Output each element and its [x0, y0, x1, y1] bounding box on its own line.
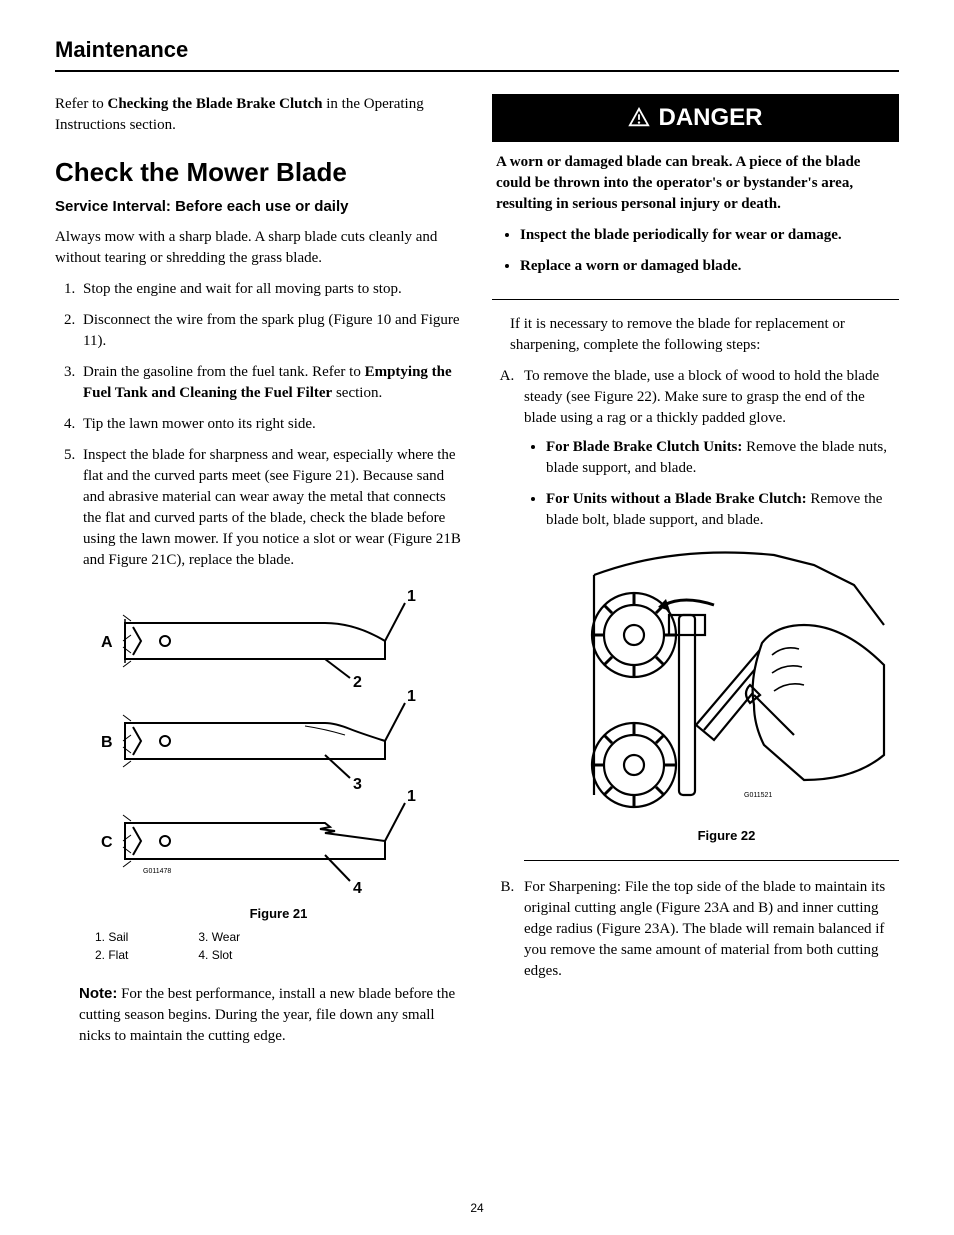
figure-22-svg: G011521 [554, 545, 894, 825]
fig21-label-1a: 1 [407, 588, 416, 605]
step-4: Tip the lawn mower onto its right side. [79, 414, 462, 435]
step-3-post: section. [332, 385, 382, 401]
legend-2: 2. Flat [95, 947, 128, 964]
legend-4: 4. Slot [198, 947, 240, 964]
fig21-label-3: 3 [353, 776, 362, 793]
fig21-label-b: B [101, 734, 113, 751]
note-block: Note: For the best performance, install … [79, 983, 462, 1047]
step-a-sub-2-bold: For Units without a Blade Brake Clutch: [546, 491, 807, 507]
step-1: Stop the engine and wait for all moving … [79, 279, 462, 300]
step-a-text: To remove the blade, use a block of wood… [524, 368, 879, 426]
step-3-pre: Drain the gasoline from the fuel tank. R… [83, 364, 365, 380]
figure-21-caption: Figure 21 [95, 905, 462, 923]
step-a-sublist: For Blade Brake Clutch Units: Remove the… [524, 437, 899, 531]
fig21-label-1b: 1 [407, 688, 416, 705]
page-number: 24 [0, 1200, 954, 1217]
figure-22-caption: Figure 22 [554, 827, 899, 845]
legend-1: 1. Sail [95, 929, 128, 946]
note-text: For the best performance, install a new … [79, 986, 455, 1044]
danger-bullet-1: Inspect the blade periodically for wear … [520, 225, 899, 246]
left-column: Refer to Checking the Blade Brake Clutch… [55, 94, 462, 1047]
legend-3: 3. Wear [198, 929, 240, 946]
figure-21-legend: 1. Sail 2. Flat 3. Wear 4. Slot [95, 929, 462, 965]
fig21-gcode: G011478 [143, 868, 171, 875]
intro-bold: Checking the Blade Brake Clutch [107, 96, 322, 112]
right-column: DANGER A worn or damaged blade can break… [492, 94, 899, 1047]
intro-paragraph: Refer to Checking the Blade Brake Clutch… [55, 94, 462, 136]
intro-pre: Refer to [55, 96, 107, 112]
step-a-sub-1-bold: For Blade Brake Clutch Units: [546, 439, 742, 455]
step-2: Disconnect the wire from the spark plug … [79, 310, 462, 352]
section-heading: Check the Mower Blade [55, 154, 462, 190]
warning-icon [628, 107, 650, 129]
alpha-steps: To remove the blade, use a block of wood… [492, 366, 899, 981]
danger-body: A worn or damaged blade can break. A pie… [492, 152, 899, 215]
step-a-sub-2: For Units without a Blade Brake Clutch: … [546, 489, 899, 531]
danger-bullet-2: Replace a worn or damaged blade. [520, 256, 899, 277]
separator-line [524, 860, 899, 861]
figure-21: A B C 1 2 1 3 1 4 G011478 Figure 21 [95, 583, 462, 923]
step-a: To remove the blade, use a block of wood… [518, 366, 899, 860]
step-3: Drain the gasoline from the fuel tank. R… [79, 362, 462, 404]
step-a-sub-1: For Blade Brake Clutch Units: Remove the… [546, 437, 899, 479]
figure-22: G011521 Figure 22 [554, 545, 899, 845]
fig21-label-c: C [101, 834, 113, 851]
danger-header: DANGER [492, 95, 899, 143]
danger-box: DANGER A worn or damaged blade can break… [492, 94, 899, 301]
fig21-label-4: 4 [353, 880, 362, 897]
fig21-label-1c: 1 [407, 788, 416, 805]
after-danger-para: If it is necessary to remove the blade f… [510, 314, 899, 356]
numbered-steps: Stop the engine and wait for all moving … [55, 279, 462, 571]
fig21-label-a: A [101, 634, 113, 651]
step-b: For Sharpening: File the top side of the… [518, 877, 899, 982]
lead-paragraph: Always mow with a sharp blade. A sharp b… [55, 227, 462, 269]
danger-bullets: Inspect the blade periodically for wear … [492, 225, 899, 277]
danger-label: DANGER [658, 101, 762, 135]
service-interval: Service Interval: Before each use or dai… [55, 196, 462, 217]
fig22-gcode: G011521 [744, 792, 772, 799]
fig21-label-2: 2 [353, 674, 362, 691]
page-title: Maintenance [55, 35, 899, 72]
step-5: Inspect the blade for sharpness and wear… [79, 445, 462, 571]
two-column-layout: Refer to Checking the Blade Brake Clutch… [55, 94, 899, 1047]
figure-21-svg: A B C 1 2 1 3 1 4 G011478 [95, 583, 425, 903]
note-label: Note: [79, 985, 117, 1002]
